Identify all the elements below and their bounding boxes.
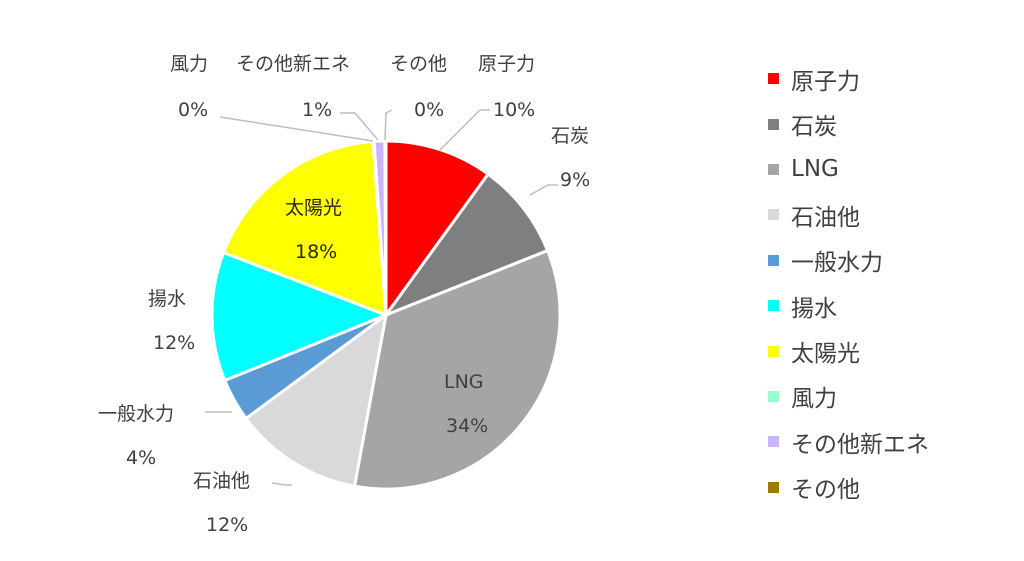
- label-lng-value: 34%: [446, 415, 488, 437]
- legend-swatch: [768, 209, 779, 221]
- legend-label: その他: [791, 477, 860, 504]
- label-hydro-name: 一般水力: [98, 403, 174, 425]
- label-oil-value: 12%: [206, 514, 248, 536]
- legend-swatch: [768, 345, 779, 357]
- leader-line-nuclear: [439, 109, 490, 151]
- legend-swatch: [768, 390, 779, 402]
- legend-item: 一般水力: [768, 238, 1008, 283]
- legend-label: LNG: [791, 156, 839, 183]
- legend-swatch: [768, 436, 779, 448]
- legend-item: LNG: [768, 147, 1008, 192]
- legend-label: 原子力: [791, 68, 860, 95]
- legend-swatch: [768, 163, 779, 175]
- label-solar-value: 18%: [295, 241, 337, 263]
- legend-item: 石油他: [768, 192, 1008, 237]
- pie-slice-2: [352, 248, 562, 491]
- label-coal-value: 9%: [560, 169, 590, 191]
- leader-line-wind: [219, 116, 374, 142]
- legend-item: 太陽光: [768, 328, 1008, 373]
- leader-lines: [205, 109, 558, 486]
- pie-chart: 原子力 10% 石炭 9% LNG 34% 石油他 12% 一般水力 4% 揚水…: [98, 53, 590, 536]
- legend-item: 揚水: [768, 283, 1008, 328]
- legend-swatch: [768, 300, 779, 312]
- legend-label: 太陽光: [791, 341, 860, 368]
- label-pumped-name: 揚水: [148, 288, 186, 310]
- label-othernew-value: 1%: [302, 99, 332, 121]
- label-wind-name: 風力: [170, 53, 208, 75]
- pie-slice-1: [381, 172, 550, 319]
- legend-label: その他新エネ: [791, 431, 929, 458]
- label-pumped-value: 12%: [153, 332, 195, 354]
- leader-line-oil: [271, 482, 292, 486]
- label-coal-name: 石炭: [551, 125, 589, 147]
- leader-line-coal: [529, 184, 558, 196]
- label-hydro-value: 4%: [126, 447, 156, 469]
- label-nuclear-value: 10%: [493, 99, 535, 121]
- legend-item: 原子力: [768, 56, 1008, 101]
- legend: 原子力 石炭 LNG 石油他 一般水力 揚水 太陽光 風力 その他新エネ その他: [768, 56, 1008, 510]
- legend-label: 石炭: [791, 114, 837, 141]
- label-other-name: その他: [390, 53, 447, 75]
- legend-swatch: [768, 254, 779, 266]
- legend-item: その他新エネ: [768, 419, 1008, 464]
- pie-slice-9: [383, 139, 388, 316]
- label-lng-name: LNG: [444, 371, 484, 393]
- legend-swatch: [768, 73, 779, 85]
- leader-line-other: [384, 109, 393, 141]
- legend-swatch: [768, 118, 779, 130]
- legend-item: 風力: [768, 374, 1008, 419]
- pie-slice-3: [243, 311, 389, 488]
- legend-item: 石炭: [768, 101, 1008, 146]
- leader-line-othernew: [340, 112, 379, 141]
- legend-label: 石油他: [791, 204, 860, 231]
- legend-swatch: [768, 481, 779, 493]
- pie-slices: [210, 139, 562, 491]
- label-oil-name: 石油他: [193, 470, 250, 492]
- label-nuclear-name: 原子力: [478, 53, 535, 75]
- pie-slice-6: [221, 139, 388, 318]
- pie-slice-5: [210, 250, 391, 383]
- label-solar-name: 太陽光: [285, 197, 342, 219]
- label-other-value: 0%: [414, 99, 444, 121]
- label-othernew-name: その他新エネ: [236, 53, 350, 75]
- legend-label: 揚水: [791, 295, 837, 322]
- label-wind-value: 0%: [178, 99, 208, 121]
- legend-label: 一般水力: [791, 250, 883, 277]
- legend-item: その他: [768, 465, 1008, 510]
- legend-label: 風力: [791, 386, 837, 413]
